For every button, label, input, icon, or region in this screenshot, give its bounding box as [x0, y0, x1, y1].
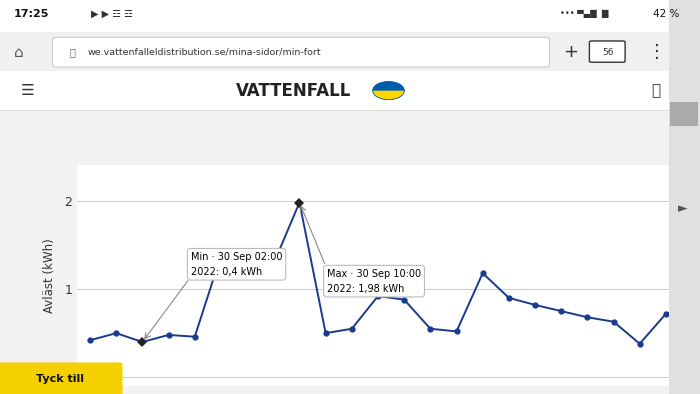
Text: ►: ►: [678, 203, 687, 215]
Text: ⌂: ⌂: [14, 45, 24, 59]
Text: ⋮: ⋮: [648, 43, 666, 61]
Text: Min · 30 Sep 02:00
2022: 0,4 kWh: Min · 30 Sep 02:00 2022: 0,4 kWh: [191, 252, 282, 277]
Text: ••• ▀▄█  █: ••• ▀▄█ █: [560, 9, 608, 18]
Text: ☰: ☰: [21, 83, 34, 98]
Text: 42 %: 42 %: [652, 9, 679, 19]
Text: 🔍: 🔍: [651, 83, 660, 98]
Text: 🔒: 🔒: [70, 47, 76, 57]
Text: VATTENFALL: VATTENFALL: [237, 82, 351, 100]
Text: 56: 56: [602, 48, 613, 56]
Text: 17:25: 17:25: [14, 9, 50, 19]
Text: Max · 30 Sep 10:00
2022: 1,98 kWh: Max · 30 Sep 10:00 2022: 1,98 kWh: [327, 269, 421, 294]
Y-axis label: Avläst (kWh): Avläst (kWh): [43, 238, 56, 313]
Text: we.vattenfalleldistribution.se/mina-sidor/min-fort: we.vattenfalleldistribution.se/mina-sido…: [88, 48, 321, 56]
Text: +: +: [564, 43, 578, 61]
Text: ▶ ▶ ☲ ☲: ▶ ▶ ☲ ☲: [91, 9, 133, 19]
Text: Tyck till: Tyck till: [36, 374, 83, 385]
